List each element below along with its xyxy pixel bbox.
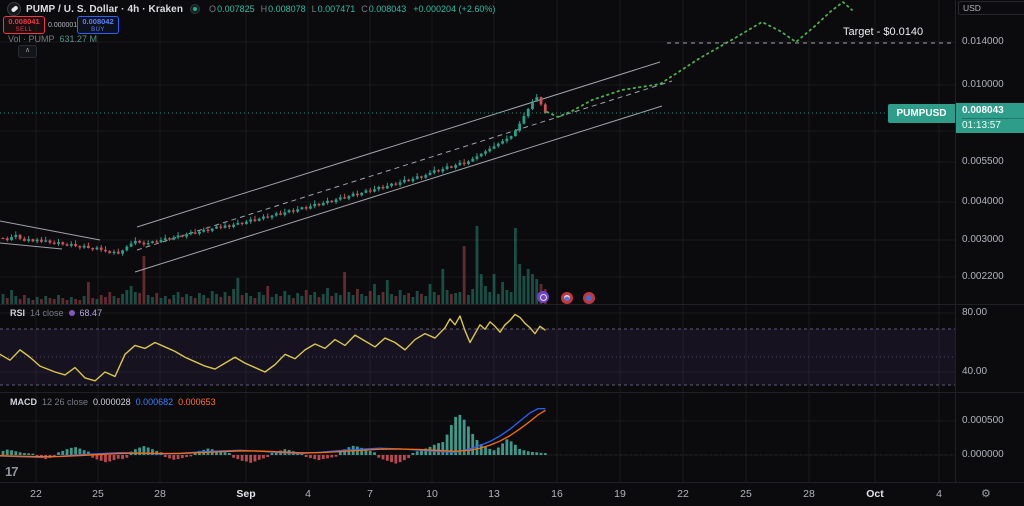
currency-selector[interactable]: USD <box>958 1 1024 15</box>
rsi-name: RSI <box>10 308 26 318</box>
macd-legend: MACD 12 26 close 0.000028 0.000682 0.000… <box>10 397 216 407</box>
price-scale-label: 0.000000 <box>962 449 1004 460</box>
current-price: 0.008043 <box>962 105 1004 116</box>
bar-countdown: 01:13:57 <box>962 118 1024 133</box>
rsi-params: 14 close <box>30 308 64 318</box>
time-axis-label: 28 <box>154 488 166 500</box>
sell-button[interactable]: 0.008041 SELL <box>3 16 45 34</box>
change-value: +0.000204 (+2.60%) <box>413 4 496 14</box>
macd-params: 12 26 close <box>42 397 89 407</box>
high-value: 0.008078 <box>268 4 306 14</box>
chart-marker-badge2-icon[interactable] <box>583 292 595 304</box>
time-axis-label: 22 <box>677 488 689 500</box>
price-scale[interactable] <box>955 0 1024 482</box>
time-axis-label: 4 <box>936 488 942 500</box>
target-annotation[interactable]: Target - $0.0140 <box>843 26 924 38</box>
time-axis-label: 7 <box>367 488 373 500</box>
symbol-legend: PUMP / U. S. Dollar · 4h · Kraken O0.007… <box>7 2 495 16</box>
ohlc-values: O0.007825 H0.008078 L0.007471 C0.008043 … <box>209 4 496 14</box>
time-axis-label: 19 <box>614 488 626 500</box>
volume-value: 631.27 M <box>59 34 98 44</box>
symbol-price-tag: PUMPUSD <box>888 104 955 123</box>
price-scale-label: 0.004000 <box>962 196 1004 207</box>
current-price-badge: 0.008043 01:13:57 <box>956 103 1024 133</box>
coin-logo-icon <box>7 2 21 16</box>
time-axis-label: 25 <box>92 488 104 500</box>
time-axis-label: 25 <box>740 488 752 500</box>
tradingview-logo[interactable]: 17 <box>5 464 19 479</box>
time-axis[interactable] <box>0 482 1024 506</box>
price-scale-label: 0.003000 <box>962 234 1004 245</box>
time-axis-label: 4 <box>305 488 311 500</box>
chart-marker-cyclone-icon[interactable] <box>537 291 549 303</box>
macd-line-value: 0.000682 <box>135 397 174 407</box>
price-scale-label: 0.000500 <box>962 415 1004 426</box>
price-scale-label: 0.002200 <box>962 271 1004 282</box>
macd-name: MACD <box>10 397 37 407</box>
symbol-title[interactable]: PUMP / U. S. Dollar · 4h · Kraken <box>26 3 184 15</box>
rsi-color-dot-icon[interactable] <box>68 310 75 316</box>
buy-sell-widget: 0.008041 SELL 0.000001 0.008042 BUY <box>3 16 119 34</box>
axis-settings-gear-icon[interactable]: ⚙ <box>981 488 991 500</box>
macd-signal-value: 0.000653 <box>178 397 216 407</box>
volume-label: Vol · PUMP <box>8 34 55 44</box>
price-scale-label: 0.005500 <box>962 156 1004 167</box>
rsi-value: 68.47 <box>79 308 103 318</box>
market-status-icon[interactable] <box>190 4 201 14</box>
open-value: 0.007825 <box>217 4 255 14</box>
buy-button[interactable]: 0.008042 BUY <box>77 16 119 34</box>
volume-legend: Vol · PUMP 631.27 M <box>8 34 97 44</box>
rsi-legend: RSI 14 close 68.47 <box>10 308 102 318</box>
buy-price: 0.008042 <box>82 17 114 26</box>
chart-marker-badge-icon[interactable] <box>561 292 573 304</box>
time-axis-label: 28 <box>803 488 815 500</box>
time-axis-label: 22 <box>30 488 42 500</box>
price-scale-label: 0.010000 <box>962 79 1004 90</box>
time-axis-label: Sep <box>236 488 256 500</box>
macd-hist-value: 0.000028 <box>93 397 131 407</box>
time-axis-label: 10 <box>426 488 438 500</box>
sell-price: 0.008041 <box>8 17 40 26</box>
close-value: 0.008043 <box>368 4 407 14</box>
low-value: 0.007471 <box>317 4 356 14</box>
price-scale-label: 80.00 <box>962 307 988 318</box>
price-scale-label: 0.014000 <box>962 36 1004 47</box>
collapse-pane-button[interactable]: ∧ <box>18 45 37 58</box>
price-scale-label: 40.00 <box>962 366 988 377</box>
time-axis-label: 13 <box>488 488 500 500</box>
spread-value: 0.000001 <box>48 21 78 29</box>
time-axis-label: 16 <box>551 488 563 500</box>
time-axis-label: Oct <box>866 488 884 500</box>
